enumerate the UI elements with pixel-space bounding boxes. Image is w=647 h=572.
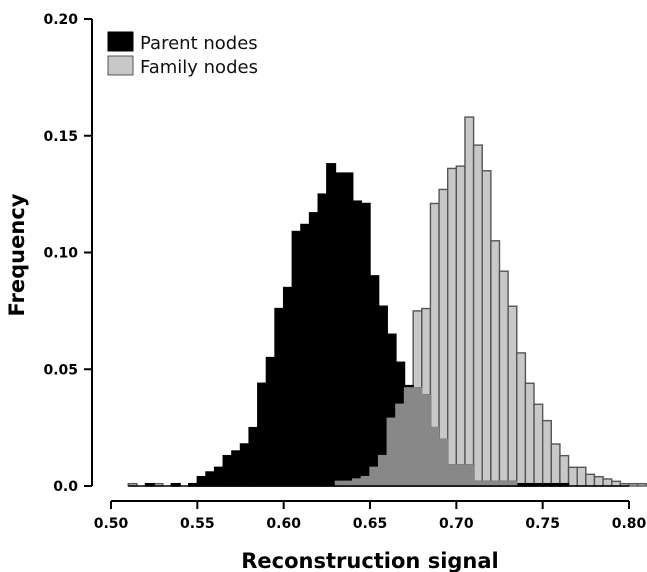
overlap-bar	[386, 417, 397, 487]
parent-bar	[205, 471, 216, 487]
parent-bar	[326, 163, 337, 487]
family-bar	[447, 167, 458, 487]
parent-bar	[334, 172, 345, 487]
x-tick-label: 0.55	[180, 516, 215, 532]
family-bar	[541, 419, 552, 487]
x-tick-label: 0.80	[612, 516, 647, 532]
parent-bar	[274, 307, 285, 487]
overlap-bar	[395, 403, 406, 487]
overlap-bar	[447, 464, 458, 487]
y-tick-label: 0.10	[43, 246, 78, 262]
y-tick-label: 0.05	[43, 362, 78, 378]
family-bar	[481, 170, 492, 487]
parent-bar	[239, 443, 250, 487]
family-bar	[550, 443, 561, 487]
overlap-bar	[455, 464, 466, 487]
parent-bar	[360, 202, 371, 487]
y-axis-label: Frequency	[5, 193, 29, 316]
y-tick-label: 0.20	[43, 12, 78, 28]
parent-bar	[248, 426, 259, 487]
legend-parent-label: Parent nodes	[140, 33, 258, 54]
parent-bar	[196, 475, 207, 487]
parent-bar	[231, 450, 242, 487]
family-bar	[559, 454, 570, 487]
family-bar	[567, 466, 578, 487]
parent-bar	[343, 172, 354, 487]
bars-layer	[127, 116, 647, 487]
parent-bar	[213, 466, 224, 487]
overlap-bar	[429, 426, 440, 487]
parent-bar	[308, 212, 319, 487]
parent-bar	[352, 200, 363, 487]
parent-bar	[265, 356, 276, 487]
family-bar	[602, 478, 613, 487]
axes-layer: 0.0 0.05 0.10 0.15 0.20 0.50 0.55 0.60 0.65 0.70…	[43, 12, 646, 532]
x-tick-label: 0.70	[439, 516, 474, 532]
y-ticks: 0.0 0.05 0.10 0.15 0.20	[43, 12, 92, 495]
overlap-bar	[464, 464, 475, 487]
overlap-bar	[377, 454, 388, 487]
parent-bar	[369, 275, 380, 487]
parent-bar	[300, 223, 311, 487]
family-bar	[516, 352, 527, 487]
parent-bar	[282, 286, 294, 487]
family-bar	[533, 403, 544, 487]
family-bar	[490, 240, 501, 487]
legend-family-swatch	[107, 55, 134, 76]
parent-bar	[291, 230, 302, 487]
x-ticks: 0.50 0.55 0.60 0.65 0.70 0.75 0.80	[94, 501, 647, 532]
overlap-bar	[421, 394, 432, 487]
family-bar	[576, 466, 587, 487]
parent-bar	[222, 454, 233, 487]
legend-family-label: Family nodes	[140, 57, 258, 78]
x-tick-label: 0.50	[94, 516, 129, 532]
y-tick-label: 0.15	[43, 129, 78, 145]
overlap-bar	[438, 438, 449, 487]
family-bar	[524, 382, 535, 487]
family-bar	[585, 473, 596, 487]
overlap-bar	[360, 475, 371, 487]
legend: Parent nodes Family nodes	[107, 31, 258, 78]
family-bar	[498, 270, 509, 487]
family-bar	[507, 305, 518, 487]
x-tick-label: 0.65	[353, 516, 388, 532]
family-bar	[628, 482, 639, 487]
x-axis-label: Reconstruction signal	[241, 549, 499, 572]
overlap-bar	[369, 466, 380, 487]
overlap-bar	[403, 387, 414, 487]
parent-bar	[317, 193, 328, 487]
x-tick-label: 0.75	[525, 516, 560, 532]
family-bar	[455, 165, 466, 487]
overlap-bar	[352, 478, 363, 487]
parent-bar	[257, 382, 268, 487]
x-tick-label: 0.60	[266, 516, 301, 532]
family-bar	[472, 144, 483, 487]
family-bar	[593, 475, 604, 487]
family-bar	[636, 482, 647, 487]
y-tick-label: 0.0	[53, 479, 78, 495]
overlap-bar	[412, 387, 423, 487]
family-bar	[464, 116, 475, 487]
legend-parent-swatch	[107, 31, 134, 52]
